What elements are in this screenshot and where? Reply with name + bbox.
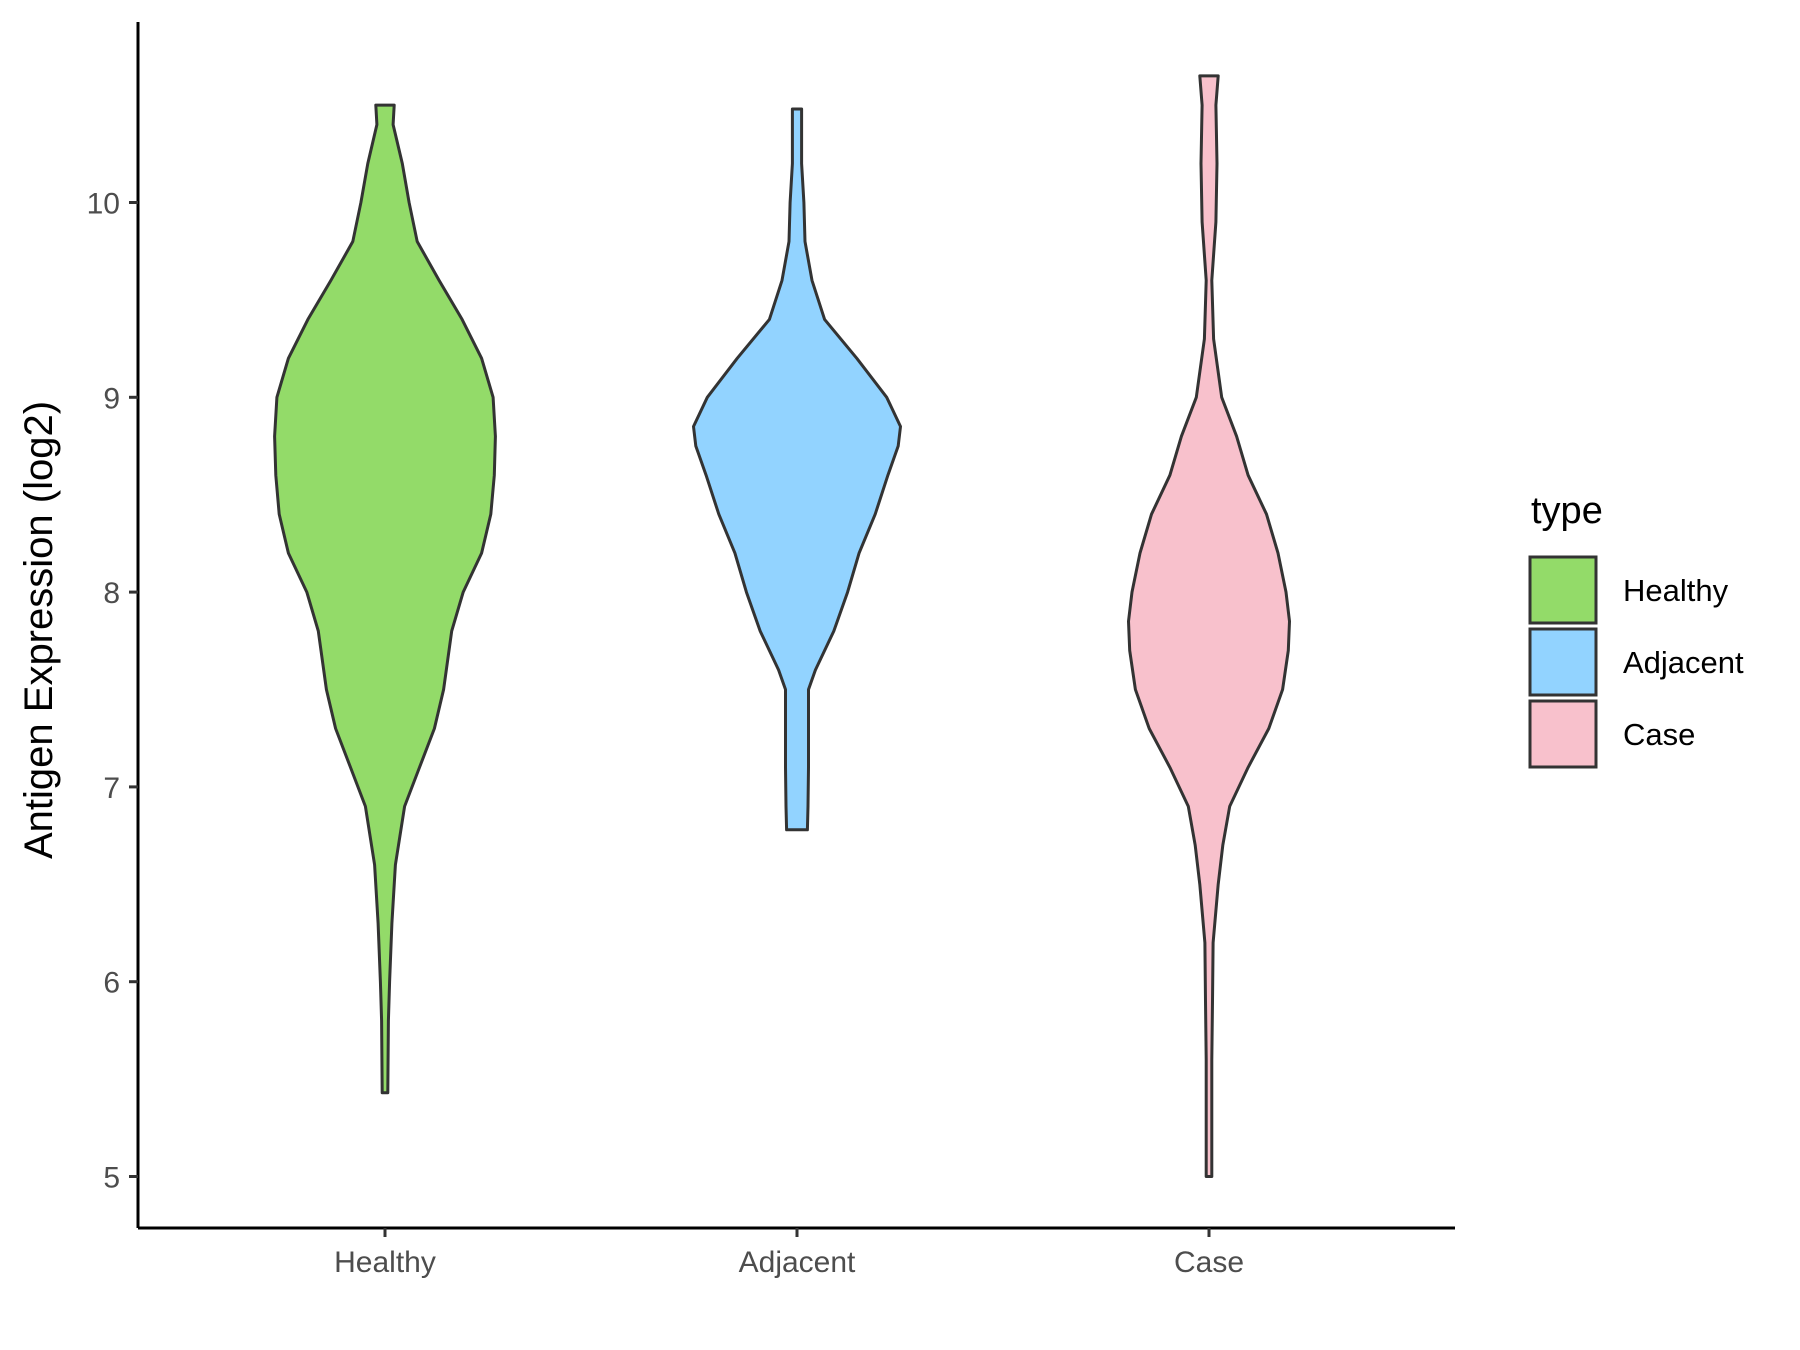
x-tick-label: Case <box>1174 1246 1244 1279</box>
legend: type Healthy Adjacent Case <box>1528 490 1744 769</box>
y-tick-label: 9 <box>103 382 120 415</box>
legend-title: type <box>1531 490 1603 532</box>
legend-swatch-adjacent <box>1528 627 1598 697</box>
y-tick-label: 8 <box>103 577 120 610</box>
x-tick-label: Adjacent <box>739 1246 856 1279</box>
y-tick-label: 7 <box>103 772 120 805</box>
y-tick-label: 10 <box>87 188 120 221</box>
legend-label-healthy: Healthy <box>1623 573 1729 608</box>
violins <box>273 74 1291 1178</box>
legend-swatch-healthy <box>1528 555 1598 625</box>
y-tick-label: 5 <box>103 1162 120 1195</box>
violin-adjacent <box>692 107 902 832</box>
x-tick-label: Healthy <box>334 1246 436 1279</box>
y-axis-title: Antigen Expression (log2) <box>17 401 61 859</box>
legend-swatch-case <box>1528 699 1598 769</box>
legend-label-adjacent: Adjacent <box>1623 645 1744 680</box>
y-tick-label: 6 <box>103 967 120 1000</box>
legend-label-case: Case <box>1623 717 1695 752</box>
violin-healthy <box>273 103 497 1095</box>
axes: 5 6 7 8 9 10 Healthy Adjacent Case <box>87 22 1455 1279</box>
violin-case <box>1127 74 1291 1178</box>
